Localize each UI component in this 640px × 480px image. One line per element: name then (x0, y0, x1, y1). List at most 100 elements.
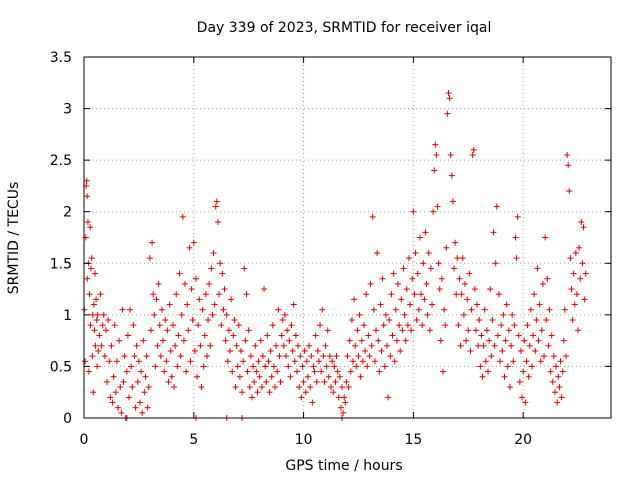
data-point (315, 358, 322, 365)
data-point (201, 332, 208, 339)
data-point (577, 275, 584, 282)
data-point (90, 301, 97, 308)
data-point (121, 353, 128, 360)
x-tick-label: 15 (404, 432, 422, 448)
data-point (334, 368, 341, 375)
data-point (295, 342, 302, 349)
data-point (239, 389, 246, 396)
data-point (153, 296, 160, 303)
data-point (444, 110, 451, 117)
data-point (388, 291, 395, 298)
data-point (455, 322, 462, 329)
data-point (504, 363, 511, 370)
data-point (363, 291, 370, 298)
data-point (172, 342, 179, 349)
data-point (435, 260, 442, 267)
data-point (532, 347, 539, 354)
data-point (430, 208, 437, 215)
data-point (426, 327, 433, 334)
y-tick-label: 1 (63, 308, 72, 324)
data-point (175, 332, 182, 339)
data-point (547, 368, 554, 375)
data-point (186, 244, 193, 251)
data-point (118, 409, 125, 416)
data-point (453, 291, 460, 298)
data-point (395, 280, 402, 287)
data-point (565, 162, 572, 169)
data-point (192, 275, 199, 282)
data-point (154, 342, 161, 349)
data-point (212, 203, 219, 210)
data-point (343, 378, 350, 385)
data-point (514, 213, 521, 220)
data-point (480, 342, 487, 349)
data-point (335, 394, 342, 401)
x-tick-label: 0 (80, 432, 89, 448)
data-point (322, 342, 329, 349)
data-point (100, 311, 107, 318)
data-point (407, 301, 414, 308)
data-point (353, 363, 360, 370)
data-point (187, 358, 194, 365)
data-point (386, 317, 393, 324)
grid (84, 57, 611, 418)
data-point (278, 332, 285, 339)
data-point (521, 337, 528, 344)
data-point (98, 342, 105, 349)
data-point (94, 363, 101, 370)
data-point (188, 286, 195, 293)
data-point (326, 353, 333, 360)
data-point (578, 219, 585, 226)
data-point (546, 306, 553, 313)
data-point (155, 280, 162, 287)
y-tick-label: 3.5 (50, 50, 72, 66)
data-point (385, 394, 392, 401)
data-point (475, 342, 482, 349)
data-point (299, 363, 306, 370)
data-point (332, 378, 339, 385)
data-point (535, 337, 542, 344)
data-point (138, 368, 145, 375)
data-point (568, 286, 575, 293)
y-tick-label: 0.5 (50, 359, 72, 375)
data-point (220, 306, 227, 313)
data-point (96, 332, 103, 339)
data-point (164, 327, 171, 334)
data-point (527, 306, 534, 313)
data-point (107, 394, 114, 401)
data-point (330, 389, 337, 396)
data-point (273, 342, 280, 349)
data-point (371, 358, 378, 365)
data-point (340, 409, 347, 416)
data-point (246, 384, 253, 391)
y-tick-label: 3 (63, 102, 72, 118)
data-point (274, 368, 281, 375)
data-point (449, 198, 456, 205)
data-point (143, 353, 150, 360)
data-point (217, 260, 224, 267)
data-point (560, 337, 567, 344)
data-point (111, 322, 118, 329)
data-point (255, 358, 262, 365)
data-point (324, 327, 331, 334)
data-point (190, 239, 197, 246)
data-point (412, 249, 419, 256)
data-point (380, 322, 387, 329)
data-point (134, 378, 141, 385)
data-point (404, 322, 411, 329)
data-point (135, 358, 142, 365)
data-point (189, 317, 196, 324)
data-point (517, 347, 524, 354)
data-point (224, 358, 231, 365)
data-point (310, 363, 317, 370)
data-point (291, 358, 298, 365)
data-point (557, 358, 564, 365)
data-point (254, 389, 261, 396)
data-point (374, 249, 381, 256)
data-point (318, 368, 325, 375)
data-point (437, 337, 444, 344)
data-point (515, 332, 522, 339)
data-point (228, 296, 235, 303)
data-point (491, 342, 498, 349)
data-point (418, 291, 425, 298)
